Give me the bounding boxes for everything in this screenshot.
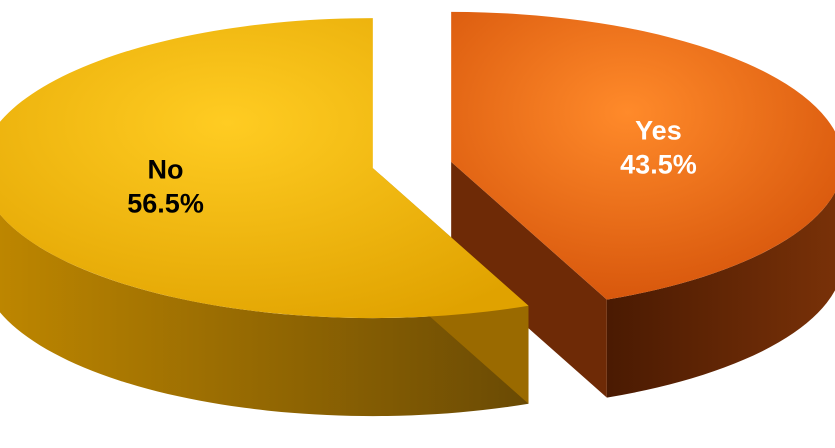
slice-no-value-label: 56.5%: [127, 189, 204, 219]
labels-layer: Yes 43.5% No 56.5%: [127, 115, 696, 218]
slice-yes-rim: [606, 192, 835, 398]
slice-yes-value-label: 43.5%: [620, 149, 697, 179]
slice-no: [0, 18, 529, 319]
slice-yes: [451, 11, 835, 300]
slice-yes-wall-1: [451, 161, 607, 398]
slice-no-label: No: [148, 155, 184, 185]
slices-layer: [0, 11, 835, 417]
slice-no-rim: [0, 214, 529, 417]
slice-yes-label: Yes: [635, 115, 682, 145]
